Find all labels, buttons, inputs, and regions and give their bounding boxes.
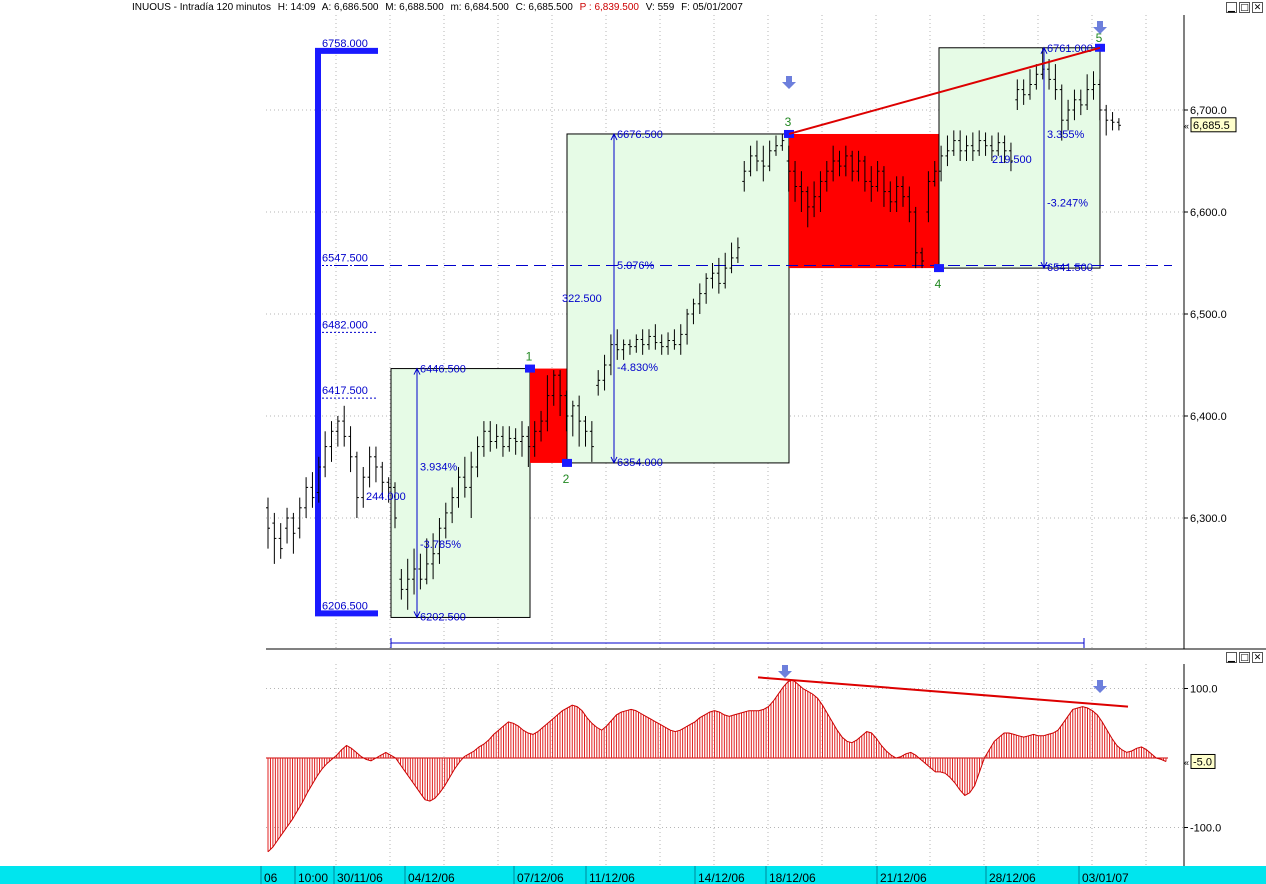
- chart-header: INUOUS - Intradía 120 minutos H: 14:09 A…: [132, 0, 747, 15]
- pivot-label: 2: [563, 472, 570, 486]
- time-axis-label: 06: [264, 871, 278, 884]
- fib-level-label: 6417.500: [322, 385, 368, 397]
- measure-arrow-head: [1040, 261, 1048, 270]
- bearish-box: [789, 133, 939, 269]
- box-bottom-label: 6541.500: [1047, 262, 1093, 274]
- measure-arrow-head: [413, 611, 421, 619]
- level-bottom-label: 6206.500: [322, 600, 368, 612]
- box-top-label: 6761.000: [1047, 43, 1093, 55]
- time-axis-label: 21/12/06: [880, 871, 927, 884]
- square-marker-icon: [934, 264, 944, 273]
- box-pct-down-label: -3.785%: [420, 539, 461, 551]
- level-top-label: 6758.000: [322, 38, 368, 50]
- oscillator-divergence-line: [757, 676, 1129, 708]
- box-pct-up-label: 3.355%: [1047, 129, 1085, 141]
- last-oscillator-pointer: «: [1184, 757, 1189, 767]
- header-h: H: 14:09: [277, 2, 316, 13]
- level-lines: 6758.000 6206.500 6547.500 6482.000 6417.500: [315, 38, 1172, 648]
- oscillator-pane-window-controls: ▁ □ ✕: [1226, 652, 1263, 663]
- time-axis-label: 18/12/06: [769, 871, 816, 884]
- box-range-label: 322.500: [562, 293, 602, 305]
- last-oscillator-label: -5.0: [1193, 756, 1212, 768]
- price-axis-label: 6,400.0: [1190, 411, 1227, 423]
- box-range-label: 244.000: [366, 491, 406, 503]
- symbol-label: INUOUS - Intradía 120 minutos: [132, 2, 271, 13]
- price-bars: [266, 47, 1121, 610]
- time-axis-label: 30/11/06: [337, 871, 383, 884]
- oscillator-axis-label: 100.0: [1190, 684, 1218, 696]
- box-top-label: 6676.500: [617, 129, 663, 141]
- oscillator: 100.0 -100.0 -5.0 «: [266, 676, 1221, 853]
- down-arrow-icon: [778, 665, 792, 678]
- time-axis-label: 11/12/06: [589, 871, 635, 884]
- close-button[interactable]: ✕: [1252, 2, 1263, 13]
- time-axis-label: 10:00: [298, 871, 328, 884]
- minimize-button[interactable]: ▁: [1226, 652, 1237, 663]
- last-price-label: 6,685.5: [1193, 120, 1230, 132]
- price-axis-label: 6,300.0: [1190, 513, 1227, 525]
- bullish-box: [390, 368, 531, 618]
- pivot-label: 1: [526, 350, 533, 364]
- last-price-pointer: «: [1184, 121, 1189, 131]
- price-axis-label: 6,500.0: [1190, 309, 1227, 321]
- header-m: M: 6,688.500: [385, 2, 444, 13]
- box-top-label: 6446.500: [420, 364, 466, 376]
- box-pct-up-label: 3.934%: [420, 462, 458, 474]
- box-pct-down-label: -3.247%: [1047, 197, 1088, 209]
- pattern-boxes: [390, 47, 1101, 618]
- time-axis-label: 07/12/06: [517, 871, 564, 884]
- measure-arrow-head: [1040, 46, 1048, 55]
- measure-arrow-head: [413, 367, 421, 375]
- square-marker-icon: [562, 458, 572, 467]
- price-axis-label: 6,700.0: [1190, 105, 1227, 117]
- pivot-label: 5: [1096, 31, 1103, 45]
- maximize-button[interactable]: □: [1239, 652, 1250, 663]
- header-v: V: 559: [645, 2, 675, 13]
- header-min: m: 6,684.500: [450, 2, 509, 13]
- header-c: C: 6,685.500: [515, 2, 573, 13]
- time-axis-label: 14/12/06: [698, 871, 745, 884]
- box-range-label: 219.500: [992, 154, 1032, 166]
- box-pct-down-label: -4.830%: [617, 362, 658, 374]
- time-axis-label: 03/01/07: [1082, 871, 1129, 884]
- time-axis-label: 04/12/06: [408, 871, 455, 884]
- down-arrow-icon: [782, 76, 796, 89]
- oscillator-axis-label: -100.0: [1190, 823, 1221, 835]
- axes: 6,300.0 6,400.0 6,500.0 6,600.0 6,700.0 6,685…: [260, 105, 1237, 884]
- time-axis-label: 28/12/06: [989, 871, 1036, 884]
- measure-arrow-head: [610, 132, 618, 141]
- header-p: P : 6,839.500: [579, 2, 639, 13]
- minimize-button[interactable]: ▁: [1226, 2, 1237, 13]
- oscillator-line: [267, 679, 1167, 853]
- header-f: F: 05/01/2007: [681, 2, 743, 13]
- square-marker-icon: [525, 364, 535, 373]
- bearish-box: [530, 368, 567, 463]
- last-oscillator-box: [1190, 753, 1216, 769]
- pivot-label: 4: [935, 277, 942, 291]
- measure-arrow-head: [610, 456, 618, 465]
- box-bottom-label: 6202.500: [420, 611, 466, 623]
- bullish-box: [566, 133, 790, 464]
- box-bottom-label: 6354.000: [617, 457, 663, 469]
- box-pct-up-label: 5.076%: [617, 260, 655, 272]
- trend-line: [788, 46, 1101, 135]
- fib-level-label: 6482.000: [322, 319, 368, 331]
- maximize-button[interactable]: □: [1239, 2, 1250, 13]
- fib-level-label: 6547.500: [322, 253, 368, 265]
- annotations: 6446.500 6202.500 3.934% -3.785% 6676.500 635…: [366, 21, 1107, 693]
- pivot-label: 3: [785, 115, 792, 129]
- close-button[interactable]: ✕: [1252, 652, 1263, 663]
- main-pane-window-controls: ▁ □ ✕: [1226, 2, 1263, 13]
- down-arrow-icon: [1093, 21, 1107, 34]
- down-arrow-icon: [1093, 680, 1107, 693]
- header-a: A: 6,686.500: [321, 2, 379, 13]
- time-axis-bar: [0, 866, 1266, 884]
- last-price-box: [1190, 117, 1237, 133]
- price-axis-label: 6,600.0: [1190, 207, 1227, 219]
